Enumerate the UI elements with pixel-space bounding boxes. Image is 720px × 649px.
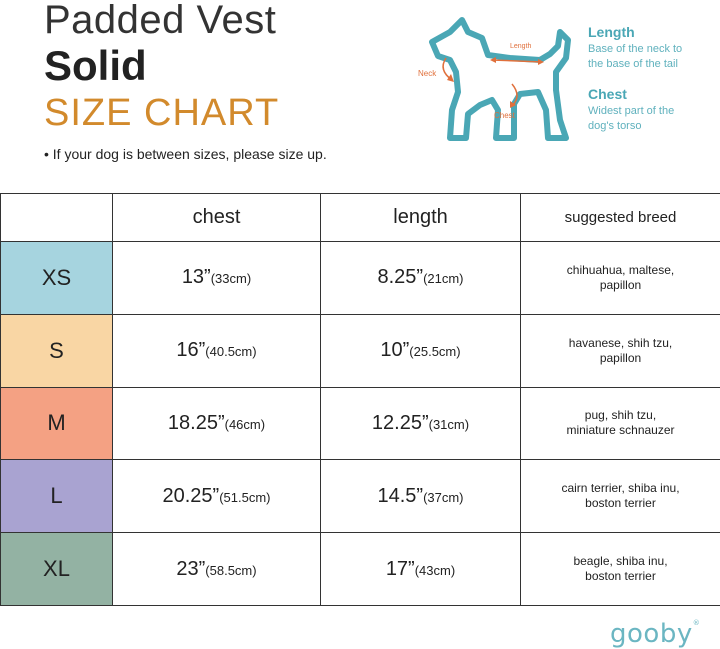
size-cell: M — [1, 387, 113, 460]
size-cell: XL — [1, 533, 113, 606]
header-length: length — [321, 194, 521, 242]
header-chest: chest — [113, 194, 321, 242]
chest-cell: 18.25”(46cm) — [113, 387, 321, 460]
size-chart-heading: SIZE CHART — [44, 92, 279, 134]
diagram-label-length: Length — [510, 43, 532, 50]
chest-cell: 20.25”(51.5cm) — [113, 460, 321, 533]
breed-cell: havanese, shih tzu,papillon — [521, 314, 720, 387]
table-header-row: chest length suggested breed — [1, 194, 720, 242]
diagram-label-neck: Neck — [418, 69, 437, 78]
breed-cell: chihuahua, maltese,papillon — [521, 242, 720, 315]
neck-arrowhead — [447, 74, 454, 82]
legend-chest-title: Chest — [588, 86, 718, 102]
length-cell: 8.25”(21cm) — [321, 242, 521, 315]
sizing-note: • If your dog is between sizes, please s… — [44, 146, 327, 162]
chest-cell: 16”(40.5cm) — [113, 314, 321, 387]
length-cell: 10”(25.5cm) — [321, 314, 521, 387]
header-breed: suggested breed — [521, 194, 720, 242]
length-cell: 17”(43cm) — [321, 533, 521, 606]
breed-cell: beagle, shiba inu,boston terrier — [521, 533, 720, 606]
length-cell: 14.5”(37cm) — [321, 460, 521, 533]
size-cell: S — [1, 314, 113, 387]
legend-chest-desc-2: dog's torso — [588, 119, 718, 134]
breed-cell: pug, shih tzu,miniature schnauzer — [521, 387, 720, 460]
chest-cell: 23”(58.5cm) — [113, 533, 321, 606]
length-cell: 12.25”(31cm) — [321, 387, 521, 460]
legend-length-desc-2: the base of the tail — [588, 57, 718, 72]
breed-cell: cairn terrier, shiba inu,boston terrier — [521, 460, 720, 533]
legend-length: Length Base of the neck to the base of t… — [588, 24, 718, 72]
size-cell: XS — [1, 242, 113, 315]
legend-length-desc-1: Base of the neck to — [588, 42, 718, 57]
diagram-label-chest: Chest — [494, 111, 516, 120]
chest-cell: 13”(33cm) — [113, 242, 321, 315]
dog-measurement-diagram: Length Neck Chest — [410, 10, 585, 150]
header-size — [1, 194, 113, 242]
product-name: Padded Vest — [44, 0, 276, 40]
size-cell: L — [1, 460, 113, 533]
legend-chest: Chest Widest part of the dog's torso — [588, 86, 718, 134]
legend-chest-desc-1: Widest part of the — [588, 104, 718, 119]
product-variant: Solid — [44, 44, 147, 88]
gooby-logo: gooby® — [610, 619, 700, 649]
legend-length-title: Length — [588, 24, 718, 40]
